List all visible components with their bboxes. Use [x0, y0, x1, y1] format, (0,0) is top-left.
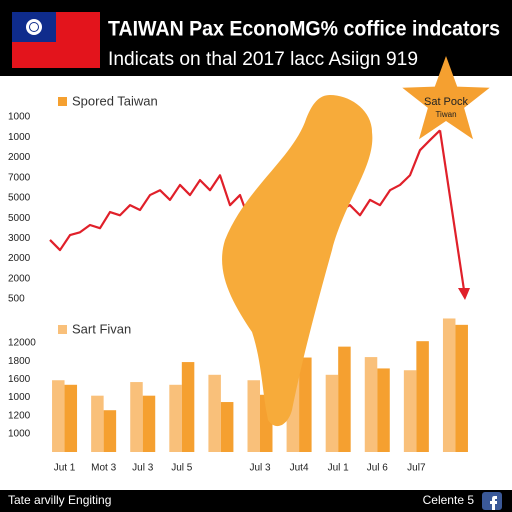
bar	[220, 402, 234, 452]
overlay: Sat Pock Tiwan	[402, 56, 490, 300]
x-tick-label: Jul 5	[171, 463, 193, 474]
y-tick-label: 5000	[8, 193, 31, 204]
y-tick-label: 500	[8, 294, 25, 305]
y-tick-label: 2000	[8, 152, 31, 163]
x-tick-label: Jul7	[407, 463, 426, 474]
y-tick-label: 1000	[8, 392, 31, 403]
bar	[416, 341, 429, 452]
title: TAIWAN Pax EconoMG% coffice indcators	[108, 18, 500, 41]
y-tick-label: 12000	[8, 338, 36, 349]
bar	[377, 368, 390, 452]
y-tick-label: 2000	[8, 253, 31, 264]
footer-left: Tate arvilly Engiting	[8, 493, 111, 507]
x-tick-label: Jut 1	[54, 463, 76, 474]
bar	[364, 357, 378, 452]
bar	[208, 374, 221, 452]
legend-swatch	[58, 97, 67, 106]
bar	[64, 384, 78, 452]
x-tick-label: Mot 3	[91, 463, 116, 474]
star-sublabel: Tiwan	[435, 110, 456, 119]
y-tick-label: 1000	[8, 132, 31, 143]
bar	[403, 370, 417, 452]
bar	[325, 374, 339, 452]
bar	[338, 346, 351, 452]
facebook-icon[interactable]	[482, 492, 502, 510]
y-tick-label: 1800	[8, 356, 31, 367]
bar	[142, 395, 156, 452]
y-tick-label: 3000	[8, 233, 31, 244]
y-tick-label: 1200	[8, 410, 31, 421]
x-tick-label: Jul 6	[367, 463, 389, 474]
y-tick-label: 1000	[8, 428, 31, 439]
legend-swatch	[58, 325, 67, 334]
bar	[181, 362, 195, 452]
star-label: Sat Pock	[424, 96, 469, 108]
legend-label: Spored Taiwan	[72, 93, 158, 108]
x-tick-label: Jul 3	[249, 463, 271, 474]
bar	[91, 395, 104, 452]
star-badge	[402, 56, 490, 140]
charts: 500 2000 2000 3000 5000 5000 7000 2000 1000 1000 S…	[8, 93, 468, 474]
x-tick-label: Jul 3	[132, 463, 154, 474]
y-tick-label: 2000	[8, 273, 31, 284]
y-tick-label: 5000	[8, 213, 31, 224]
y-tick-label: 7000	[8, 172, 31, 183]
y-tick-label: 1600	[8, 374, 31, 385]
footer-right: Celente 5	[423, 493, 475, 507]
footer-band	[0, 490, 512, 512]
bar	[130, 382, 143, 452]
trend-arrow	[438, 130, 466, 291]
bar	[52, 380, 65, 452]
legend-label: Sart Fivan	[72, 321, 131, 336]
bar	[442, 318, 456, 452]
taiwan-flag	[12, 12, 100, 68]
bar	[247, 380, 260, 452]
bar	[169, 384, 182, 452]
y-tick-label: 1000	[8, 112, 31, 123]
bar	[455, 324, 468, 452]
bar	[299, 357, 312, 452]
taiwan-map	[222, 95, 373, 427]
x-tick-label: Jul 1	[328, 463, 350, 474]
bar	[103, 410, 117, 452]
arrow-head	[458, 288, 470, 300]
subtitle: Indicats on thal 2017 lacc Asiign 919	[108, 49, 418, 70]
x-tick-label: Jut4	[290, 463, 309, 474]
